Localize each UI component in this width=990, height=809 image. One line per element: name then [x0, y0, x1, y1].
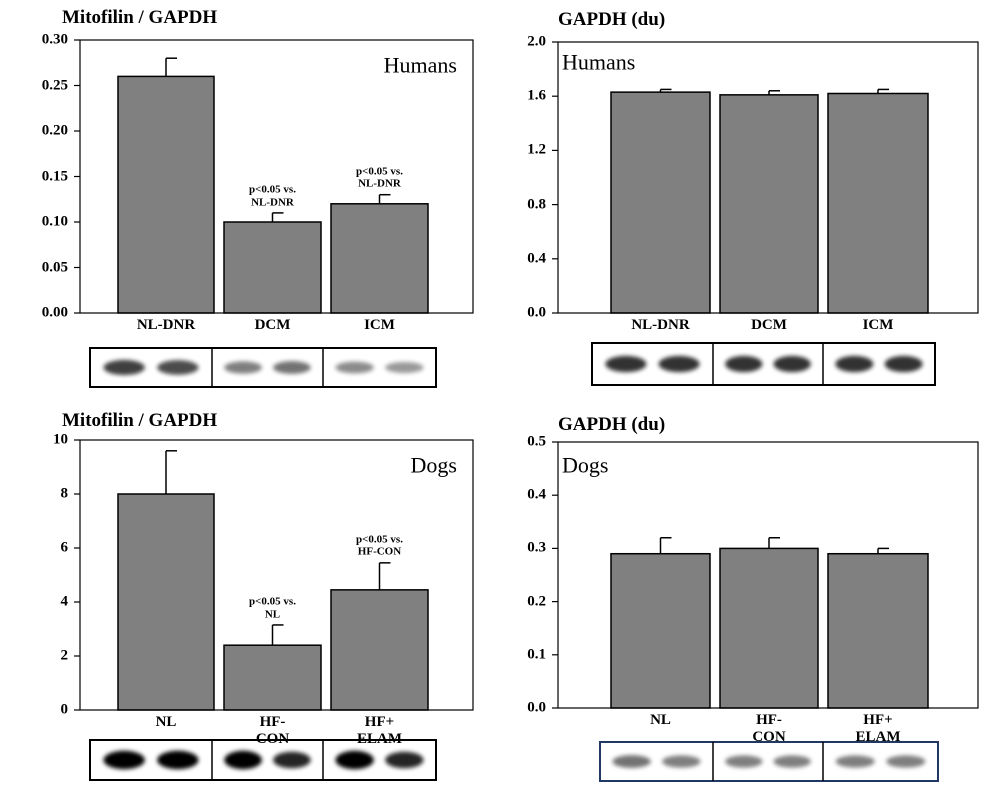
blot-band: [725, 755, 762, 767]
group-label: Humans: [384, 52, 457, 77]
blot-band: [103, 360, 144, 375]
blot-band: [157, 360, 198, 375]
x-tick-label: ICM: [863, 317, 894, 334]
chart-canvas: [0, 0, 990, 809]
y-tick-label: 0.2: [527, 593, 546, 610]
blot-band: [157, 751, 198, 769]
significance-note: p<0.05 vs. NL: [249, 596, 296, 621]
x-tick-label: HF- CON: [752, 712, 785, 747]
x-tick-label: NL: [156, 714, 177, 731]
blot-band: [774, 356, 811, 372]
blot-band: [335, 751, 373, 769]
group-label: Humans: [562, 49, 635, 74]
blot-band: [273, 361, 311, 374]
bar: [720, 95, 818, 313]
significance-note: p<0.05 vs. NL-DNR: [356, 165, 403, 190]
blot-band: [886, 755, 925, 767]
blot-band: [612, 755, 650, 768]
blot-band: [103, 751, 144, 769]
chart-title: GAPDH (du): [558, 9, 665, 31]
bar: [331, 204, 428, 313]
group-label: Dogs: [411, 452, 457, 477]
y-tick-label: 6: [61, 539, 69, 556]
y-tick-label: 8: [61, 485, 69, 502]
y-tick-label: 0.20: [42, 122, 68, 139]
x-tick-label: NL-DNR: [137, 317, 195, 334]
blot-band: [835, 356, 873, 372]
bar: [224, 645, 321, 710]
y-tick-label: 0.0: [527, 304, 546, 321]
bar: [828, 554, 928, 708]
blot-band: [224, 751, 262, 769]
y-tick-label: 2: [61, 647, 69, 664]
bar: [224, 222, 321, 313]
y-tick-label: 0.1: [527, 646, 546, 663]
bar: [828, 93, 928, 313]
x-tick-label: ICM: [364, 317, 395, 334]
bar: [118, 76, 214, 313]
y-tick-label: 0.5: [527, 433, 546, 450]
blot-band: [385, 362, 423, 373]
x-tick-label: DCM: [751, 317, 787, 334]
y-tick-label: 0.4: [527, 487, 546, 504]
chart-title: Mitofilin / GAPDH: [62, 410, 217, 432]
group-label: Dogs: [562, 452, 608, 477]
y-tick-label: 0: [61, 701, 69, 718]
blot-band: [836, 755, 875, 767]
y-tick-label: 0.8: [527, 196, 546, 213]
y-tick-label: 1.6: [527, 88, 546, 105]
x-tick-label: NL: [650, 712, 671, 729]
blot-band: [774, 755, 811, 767]
x-tick-label: HF+ ELAM: [357, 714, 402, 749]
y-tick-label: 0.25: [42, 77, 68, 94]
blot-band: [605, 356, 646, 372]
y-tick-label: 0.15: [42, 168, 68, 185]
blot-band: [273, 752, 311, 769]
chart-title: GAPDH (du): [558, 414, 665, 436]
x-tick-label: DCM: [255, 317, 291, 334]
bar: [118, 494, 214, 710]
bar: [611, 554, 710, 708]
x-tick-label: HF+ ELAM: [856, 712, 901, 747]
x-tick-label: NL-DNR: [631, 317, 689, 334]
bar: [720, 548, 818, 708]
significance-note: p<0.05 vs. NL-DNR: [249, 184, 296, 209]
y-tick-label: 10: [53, 431, 68, 448]
blot-band: [659, 356, 700, 372]
y-tick-label: 0.10: [42, 213, 68, 230]
figure: Mitofilin / GAPDHHumans0.000.050.100.150…: [0, 0, 990, 809]
blot-band: [885, 356, 923, 372]
y-tick-label: 4: [61, 593, 69, 610]
y-tick-label: 0.00: [42, 304, 68, 321]
blot-band: [662, 755, 700, 767]
y-tick-label: 2.0: [527, 33, 546, 50]
blot-band: [335, 362, 373, 374]
y-tick-label: 0.30: [42, 31, 68, 48]
y-tick-label: 0.4: [527, 250, 546, 267]
y-tick-label: 0.0: [527, 699, 546, 716]
y-tick-label: 0.05: [42, 259, 68, 276]
blot-band: [224, 361, 262, 373]
bar: [611, 92, 710, 313]
y-tick-label: 0.3: [527, 540, 546, 557]
y-tick-label: 1.2: [527, 142, 546, 159]
blot-band: [385, 752, 423, 769]
bar: [331, 590, 428, 710]
significance-note: p<0.05 vs. HF-CON: [356, 534, 403, 559]
chart-title: Mitofilin / GAPDH: [62, 7, 217, 29]
blot-band: [725, 356, 762, 372]
x-tick-label: HF- CON: [256, 714, 289, 749]
